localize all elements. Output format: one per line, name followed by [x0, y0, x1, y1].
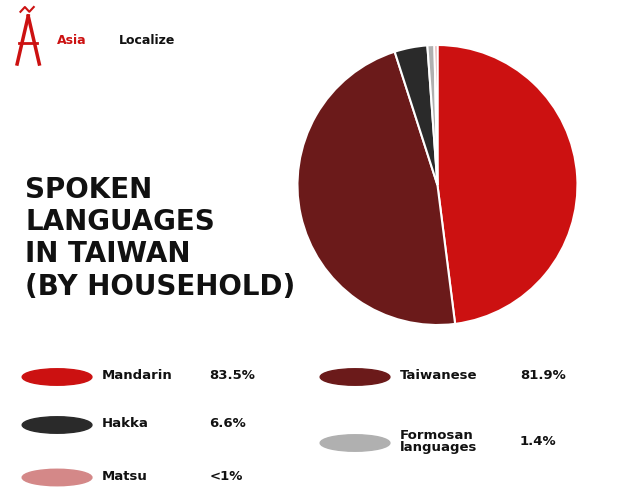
Text: Mandarin: Mandarin	[101, 369, 172, 382]
Wedge shape	[434, 45, 437, 185]
Text: 1.4%: 1.4%	[520, 435, 557, 448]
Circle shape	[320, 369, 390, 385]
Wedge shape	[437, 45, 578, 324]
Text: Asia: Asia	[57, 34, 87, 46]
Text: Localize: Localize	[119, 34, 176, 46]
Text: 6.6%: 6.6%	[209, 417, 246, 430]
Wedge shape	[395, 46, 437, 185]
Text: Matsu: Matsu	[101, 470, 147, 482]
Text: SPOKEN
LANGUAGES
IN TAIWAN
(BY HOUSEHOLD): SPOKEN LANGUAGES IN TAIWAN (BY HOUSEHOLD…	[25, 176, 295, 301]
Text: Taiwanese: Taiwanese	[399, 369, 477, 382]
Wedge shape	[297, 52, 455, 325]
Text: Formosan
languages: Formosan languages	[399, 429, 477, 454]
Text: Hakka: Hakka	[101, 417, 148, 430]
Circle shape	[22, 469, 92, 486]
Circle shape	[320, 434, 390, 451]
Text: <1%: <1%	[209, 470, 243, 482]
Wedge shape	[427, 45, 437, 185]
Text: 81.9%: 81.9%	[520, 369, 566, 382]
Circle shape	[22, 369, 92, 385]
Circle shape	[22, 417, 92, 433]
Text: 83.5%: 83.5%	[209, 369, 255, 382]
